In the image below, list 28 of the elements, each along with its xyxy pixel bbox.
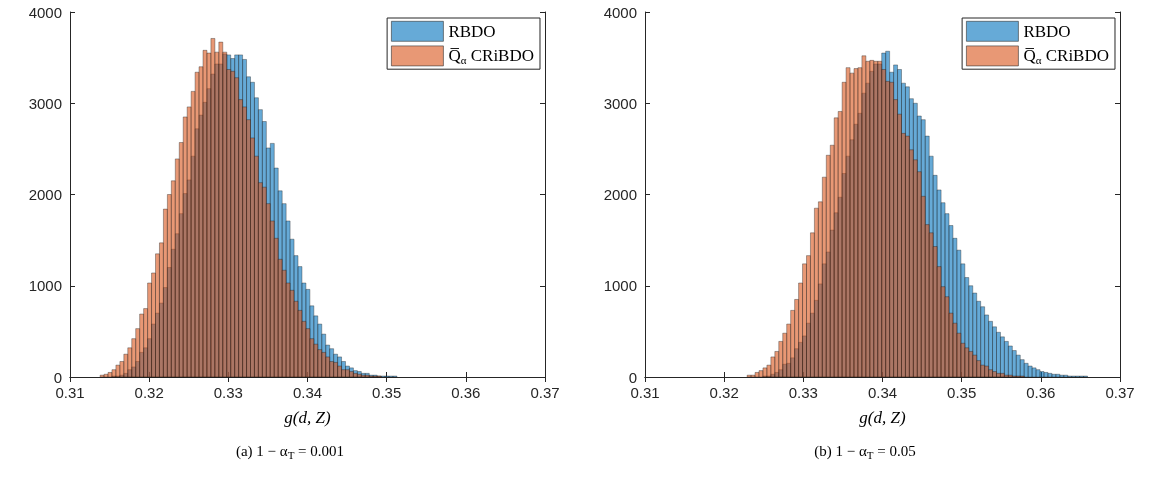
x-tick-label: 0.36 — [1026, 384, 1056, 401]
x-tick-label: 0.37 — [530, 384, 560, 401]
y-tick-label: 0 — [628, 368, 637, 386]
y-tick-label: 2000 — [603, 186, 637, 203]
legend-label: RBDO — [1023, 21, 1071, 41]
y-tick-label: 1000 — [603, 277, 637, 295]
x-tick-label: 0.32 — [134, 384, 164, 401]
x-tick-label: 0.35 — [372, 384, 402, 401]
y-tick-label: 2000 — [28, 186, 62, 203]
y-tick-label: 4000 — [603, 3, 637, 21]
y-tick-label: 3000 — [28, 94, 62, 112]
x-axis-title: g(d, Z) — [284, 408, 331, 427]
x-tick-label: 0.35 — [947, 384, 977, 401]
x-tick-label: 0.31 — [55, 384, 85, 401]
legend-label: RBDO — [448, 21, 496, 41]
x-tick-label: 0.33 — [788, 384, 818, 401]
y-tick-label: 0 — [53, 368, 62, 386]
y-tick-label: 3000 — [603, 94, 637, 112]
x-tick-label: 0.36 — [451, 384, 481, 401]
x-tick-label: 0.37 — [1105, 384, 1135, 401]
y-tick-label: 4000 — [28, 3, 62, 21]
x-tick-label: 0.33 — [213, 384, 243, 401]
x-tick-label: 0.32 — [709, 384, 739, 401]
x-tick-label: 0.34 — [292, 384, 323, 401]
x-tick-label: 0.34 — [867, 384, 898, 401]
y-tick-label: 1000 — [28, 277, 62, 295]
x-tick-label: 0.31 — [630, 384, 660, 401]
x-axis-title: g(d, Z) — [859, 408, 906, 427]
